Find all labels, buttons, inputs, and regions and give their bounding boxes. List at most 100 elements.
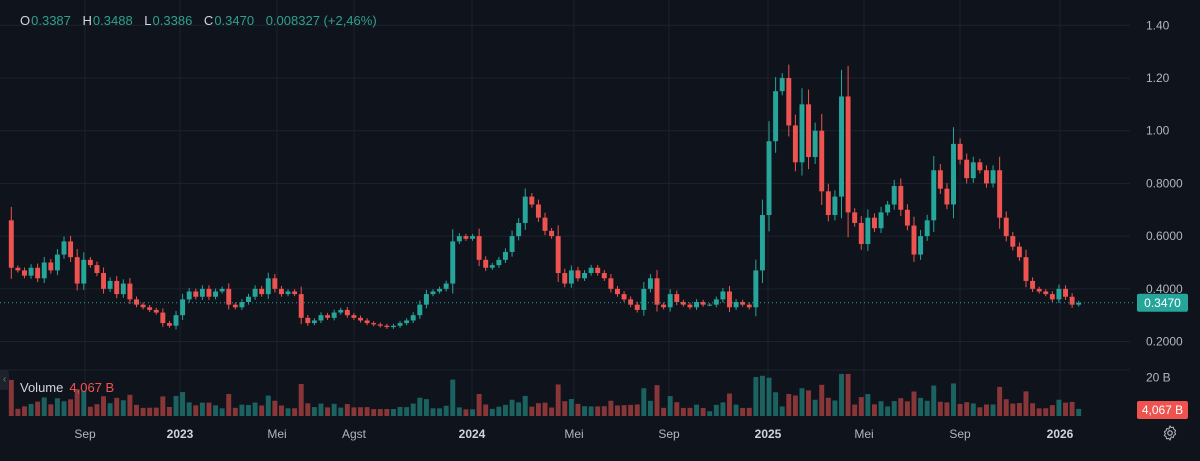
candle-body bbox=[977, 162, 983, 171]
volume-bar bbox=[437, 408, 443, 416]
volume-bar bbox=[542, 402, 548, 416]
candle-body bbox=[661, 304, 667, 308]
candle-body bbox=[166, 323, 172, 326]
volume-bar bbox=[450, 379, 456, 416]
volume-bar bbox=[891, 401, 897, 416]
candle-body bbox=[845, 96, 851, 213]
volume-bar bbox=[766, 377, 772, 416]
candle-body bbox=[997, 170, 1003, 218]
price-tick-label: 1.20 bbox=[1146, 71, 1170, 85]
candle-body bbox=[377, 324, 383, 326]
volume-bar bbox=[977, 407, 983, 416]
volume-bar bbox=[621, 405, 627, 416]
volume-bar bbox=[48, 404, 54, 416]
candle-body bbox=[298, 294, 304, 318]
volume-bar bbox=[1023, 391, 1029, 416]
volume-bar bbox=[325, 407, 331, 416]
volume-bar bbox=[654, 385, 660, 416]
volume-bar bbox=[1030, 403, 1036, 416]
volume-bar bbox=[166, 406, 172, 416]
volume-bar bbox=[647, 400, 653, 416]
volume-bar bbox=[61, 401, 67, 416]
time-tick-label: Agst bbox=[342, 427, 367, 441]
volume-bar bbox=[582, 406, 588, 416]
volume-bar bbox=[1010, 403, 1016, 416]
volume-bar bbox=[186, 402, 192, 416]
chevron-left-icon[interactable]: ‹ bbox=[0, 370, 9, 390]
candle-body bbox=[199, 288, 205, 297]
candle-body bbox=[305, 317, 311, 324]
volume-bar bbox=[331, 403, 337, 416]
candle-body bbox=[81, 259, 87, 284]
volume-bar bbox=[153, 407, 159, 416]
time-tick-label: 2025 bbox=[755, 427, 782, 441]
volume-bar bbox=[641, 388, 647, 416]
volume-bar bbox=[1016, 403, 1022, 416]
volume-bar bbox=[535, 403, 541, 416]
candle-body bbox=[628, 299, 634, 305]
low-label: L bbox=[144, 13, 152, 28]
volume-bar bbox=[74, 389, 80, 416]
candle-body bbox=[259, 288, 265, 295]
time-tick-label: 2026 bbox=[1047, 427, 1074, 441]
volume-bar bbox=[384, 409, 390, 416]
candle-body bbox=[588, 267, 594, 274]
candle-body bbox=[740, 302, 746, 305]
grid-lines bbox=[0, 0, 1130, 416]
volume-bar bbox=[773, 392, 779, 416]
volume-bar bbox=[318, 403, 324, 416]
candle-body bbox=[390, 325, 396, 328]
volume-bar bbox=[1036, 408, 1042, 416]
volume-bar bbox=[173, 395, 179, 416]
time-tick-label: Sep bbox=[949, 427, 971, 441]
candle-body bbox=[470, 236, 475, 239]
volume-bar bbox=[957, 403, 963, 416]
candle-body bbox=[252, 288, 258, 297]
candle-body bbox=[549, 230, 555, 237]
candle-body bbox=[1076, 302, 1082, 305]
volume-bar bbox=[990, 404, 996, 416]
candle-body bbox=[1036, 288, 1042, 292]
gear-icon[interactable] bbox=[1161, 424, 1179, 442]
close-value: 0.3470 bbox=[214, 13, 255, 28]
volume-bar bbox=[680, 407, 686, 416]
volume-bar bbox=[81, 390, 87, 416]
volume-tick-label: 20 B bbox=[1146, 371, 1171, 385]
candle-body bbox=[562, 273, 568, 284]
time-tick-label: Mei bbox=[854, 427, 873, 441]
volume-bar bbox=[68, 399, 74, 416]
volume-bar bbox=[727, 393, 732, 416]
candle-body bbox=[325, 315, 331, 318]
volume-bar bbox=[35, 401, 41, 416]
volume-bar bbox=[595, 406, 601, 416]
last-price-badge: 0.3470 bbox=[1144, 296, 1181, 310]
candle-body bbox=[885, 204, 891, 213]
candle-body bbox=[423, 294, 429, 305]
candle-body bbox=[582, 273, 588, 279]
candle-body bbox=[61, 241, 67, 255]
volume-bar bbox=[364, 407, 370, 416]
candle-body bbox=[430, 291, 436, 295]
candle-body bbox=[213, 291, 219, 297]
candle-body bbox=[700, 302, 706, 305]
candle-body bbox=[641, 288, 647, 310]
candle-body bbox=[654, 278, 660, 305]
candle-body bbox=[746, 304, 752, 308]
volume-bar bbox=[667, 396, 673, 416]
change-value: 0.008327 (+2,46%) bbox=[265, 13, 377, 28]
candle-body bbox=[898, 186, 904, 210]
candle-body bbox=[733, 302, 739, 308]
volume-bar bbox=[529, 406, 535, 416]
volume-bar bbox=[812, 399, 818, 416]
candle-body bbox=[852, 212, 858, 223]
candle-body bbox=[246, 296, 251, 303]
volume-bar bbox=[904, 401, 910, 416]
candle-body bbox=[878, 212, 884, 229]
candle-body bbox=[193, 291, 199, 297]
time-tick-label: Sep bbox=[74, 427, 96, 441]
candle-body bbox=[674, 294, 680, 303]
candle-body bbox=[667, 294, 673, 308]
volume-bar bbox=[568, 399, 574, 416]
candle-body bbox=[990, 170, 996, 184]
